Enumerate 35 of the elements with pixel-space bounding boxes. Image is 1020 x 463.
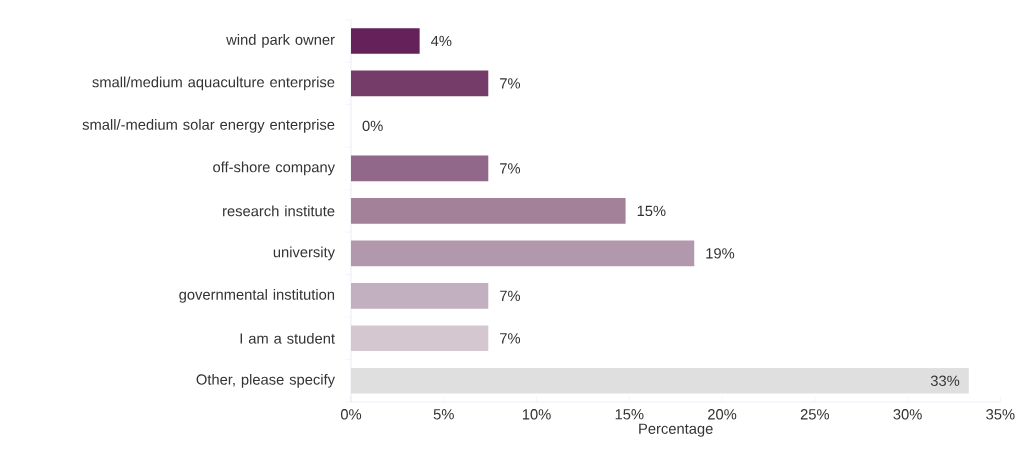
- bar: [350, 240, 695, 267]
- data-label: 7%: [500, 333, 521, 344]
- bar: [350, 28, 420, 54]
- bar: [350, 198, 626, 224]
- data-label: 7%: [500, 78, 521, 89]
- x-tick-label: 5%: [433, 409, 454, 420]
- x-tick-label: 10%: [522, 409, 551, 420]
- x-tick-label: 25%: [800, 409, 830, 420]
- data-label: 0%: [362, 120, 383, 132]
- y-tick-label: off-shore company: [213, 161, 335, 176]
- bar: [350, 282, 489, 309]
- x-tick-label: 30%: [893, 409, 922, 420]
- y-tick-label: Other, please specify: [196, 373, 335, 388]
- data-label: 4%: [431, 35, 452, 47]
- x-tick-label: 35%: [986, 409, 1015, 420]
- y-tick-label: research institute: [223, 205, 335, 217]
- bar: [350, 155, 489, 182]
- data-label: 7%: [500, 163, 521, 174]
- x-tick-label: 20%: [708, 409, 737, 420]
- y-tick-label: university: [273, 246, 335, 261]
- x-tick-label: 0%: [340, 409, 362, 420]
- bar: [350, 367, 969, 394]
- data-label: 19%: [706, 248, 735, 259]
- x-axis-title: Percentage: [639, 423, 713, 437]
- bar: [350, 325, 489, 352]
- bar: [350, 70, 489, 97]
- y-tick-label: wind park owner: [226, 34, 335, 48]
- data-label: 15%: [637, 205, 666, 216]
- y-tick-label: small/medium aquaculture enterprise: [92, 76, 335, 91]
- data-label: 7%: [500, 290, 521, 301]
- x-tick-label: 15%: [615, 409, 644, 420]
- y-tick-label: small/-medium solar energy enterprise: [82, 118, 335, 133]
- y-tick-label: governmental institution: [179, 288, 335, 303]
- data-label: 33%: [930, 375, 960, 386]
- y-tick-label: I am a student: [240, 332, 335, 344]
